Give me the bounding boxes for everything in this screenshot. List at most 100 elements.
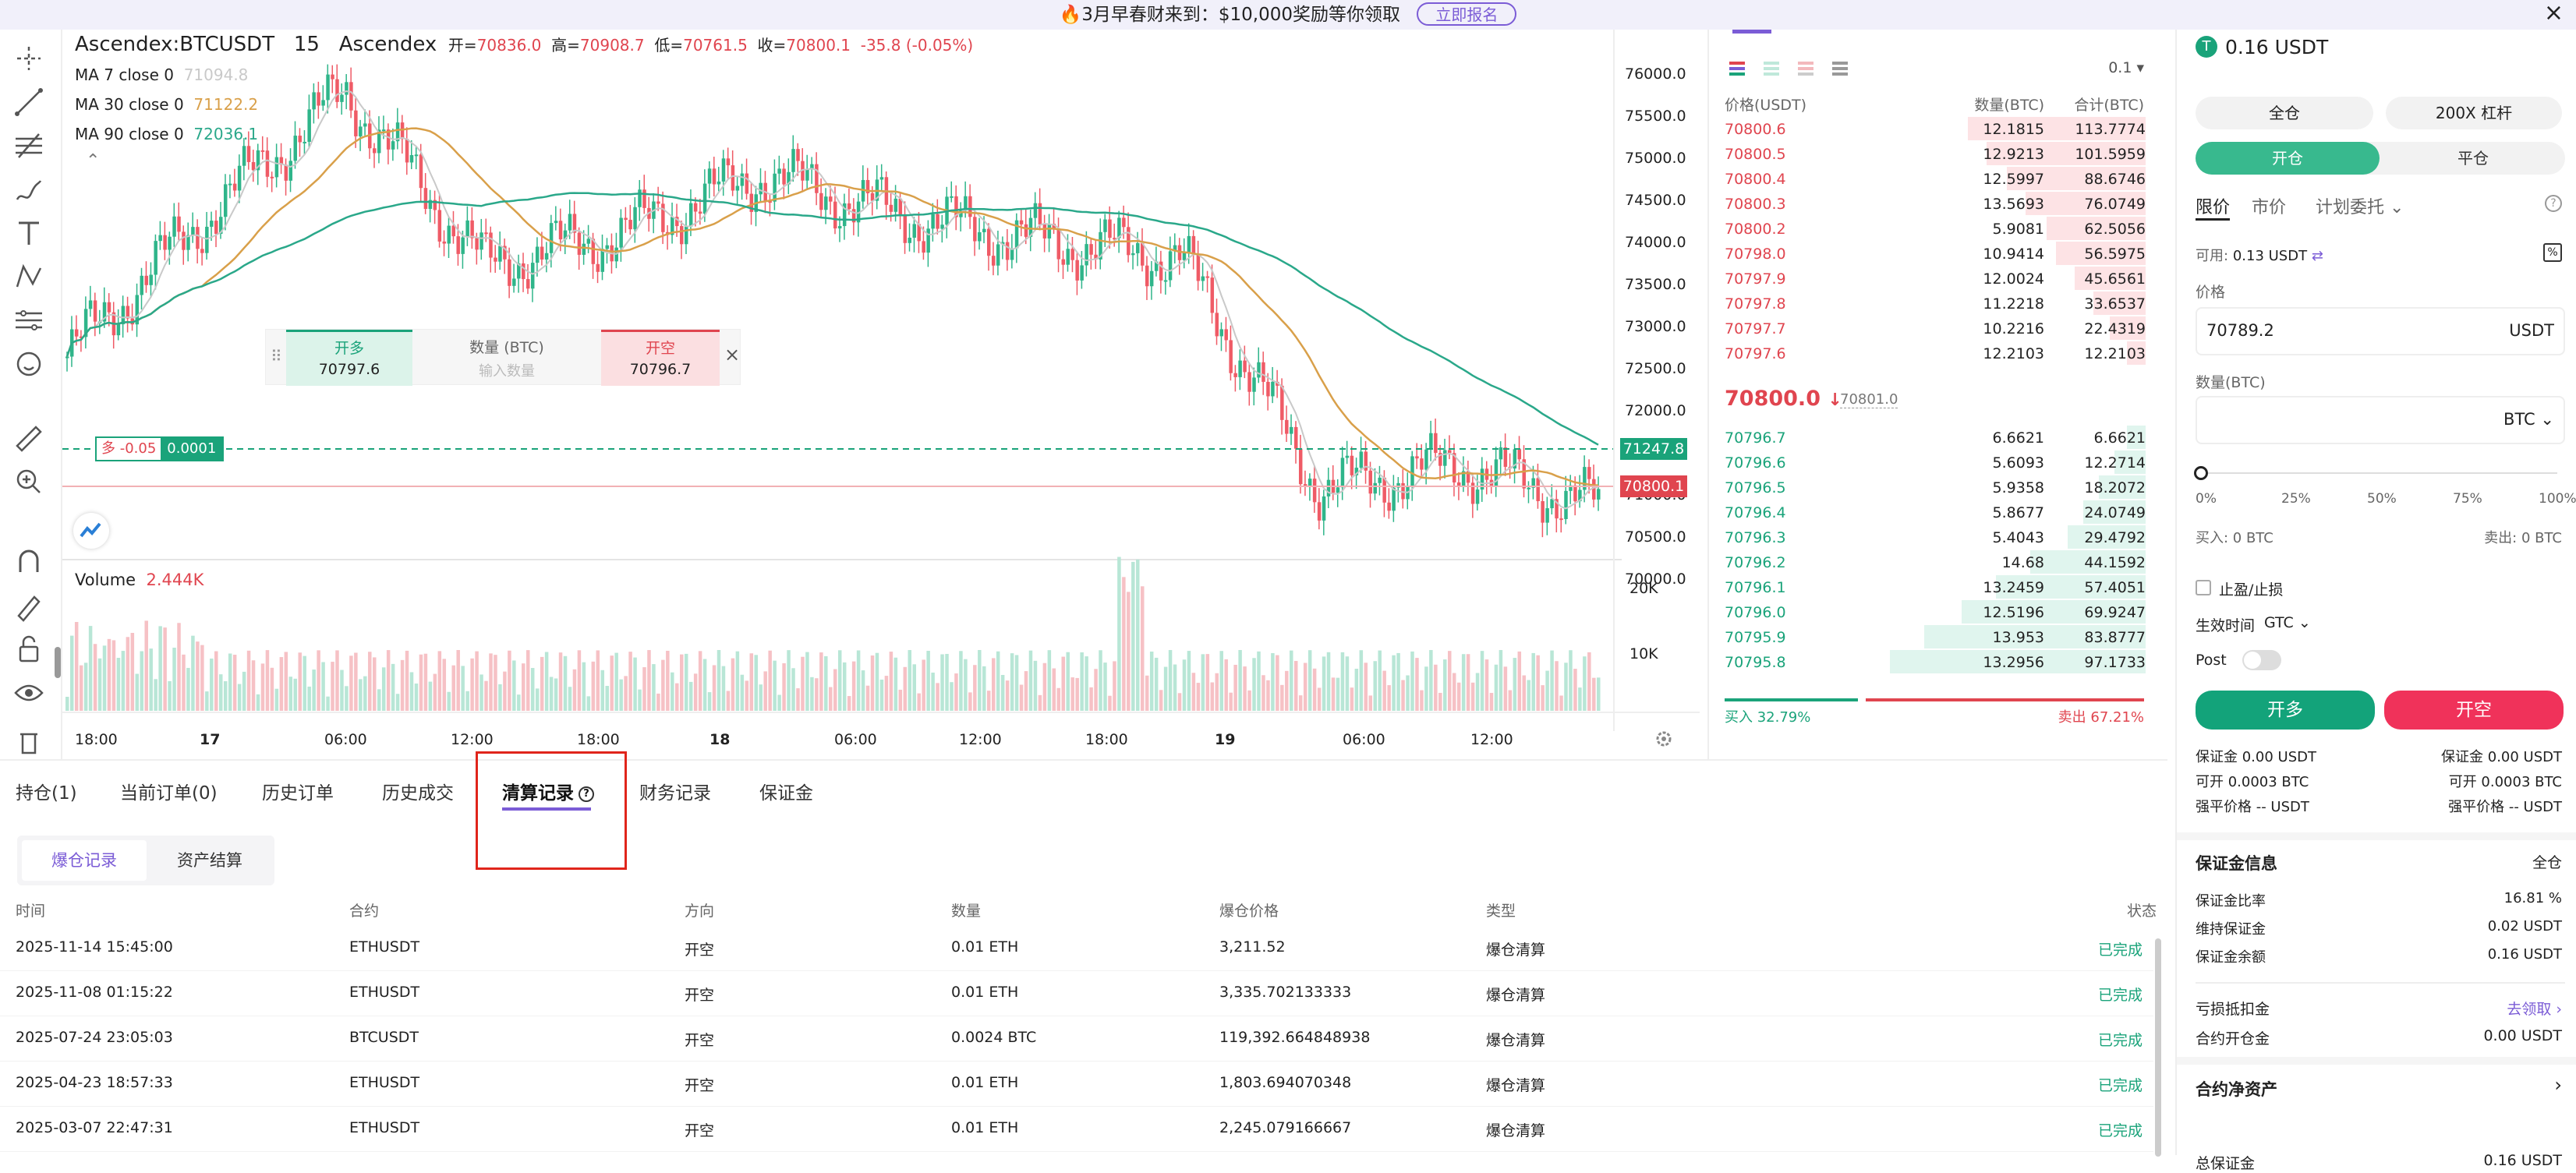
- emoji-icon[interactable]: [9, 346, 48, 382]
- slider-tick[interactable]: 0%: [2196, 491, 2217, 507]
- prediction-icon[interactable]: [9, 302, 48, 338]
- close-icon[interactable]: ×: [2543, 0, 2564, 26]
- slider-tick[interactable]: 100%: [2539, 491, 2576, 507]
- open-long-button[interactable]: 开多: [2196, 691, 2375, 730]
- open-position-tab[interactable]: 开仓: [2196, 142, 2380, 175]
- subtab-liquidation[interactable]: 爆仓记录: [22, 840, 147, 881]
- table-row[interactable]: 70796.7 6.6621 6.6621: [1709, 426, 2161, 450]
- transfer-icon[interactable]: ⇄: [2311, 248, 2323, 264]
- book-asks-icon[interactable]: [1796, 59, 1815, 78]
- table-row[interactable]: 70795.9 13.953 83.8777: [1709, 625, 2161, 650]
- table-row[interactable]: 70800.5 12.9213 101.5959: [1709, 142, 2161, 167]
- tab-5[interactable]: 财务记录: [639, 778, 711, 804]
- position-marker[interactable]: 多 -0.05 0.0001: [95, 436, 225, 461]
- quick-short-button[interactable]: 开空 70796.7: [601, 330, 720, 386]
- table-row[interactable]: 70800.2 5.9081 62.5056: [1709, 217, 2161, 242]
- order-type-limit[interactable]: 限价: [2196, 198, 2231, 217]
- post-toggle[interactable]: [2242, 650, 2281, 670]
- chart-canvas[interactable]: [62, 30, 1700, 759]
- qty-slider-track[interactable]: [2200, 472, 2557, 474]
- table-row[interactable]: 2025-04-23 18:57:33 ETHUSDT 开空 0.01 ETH 1,80…: [0, 1062, 2153, 1107]
- toolbar-scrollbar[interactable]: [55, 647, 61, 678]
- help-icon[interactable]: ?: [2545, 195, 2562, 212]
- table-row[interactable]: 70796.1 13.2459 57.4051: [1709, 575, 2161, 600]
- quick-qty-placeholder[interactable]: 输入数量: [479, 363, 535, 380]
- table-row[interactable]: 70796.6 5.6093 12.2714: [1709, 450, 2161, 475]
- tab-2[interactable]: 历史订单: [262, 778, 334, 804]
- ma7-legend[interactable]: MA 7 close 0 71094.8: [75, 65, 248, 84]
- precision-select[interactable]: 0.1 ▾: [2108, 59, 2144, 76]
- margin-mode-button[interactable]: 全仓: [2196, 97, 2373, 129]
- magnet-icon[interactable]: [9, 544, 48, 580]
- net-assets-title[interactable]: 合约净资产: [2196, 1080, 2277, 1099]
- slider-tick[interactable]: 25%: [2281, 491, 2311, 507]
- open-short-button[interactable]: 开空: [2384, 691, 2564, 730]
- tab-1[interactable]: 当前订单(0): [120, 778, 218, 804]
- price-chart[interactable]: Ascendex:BTCUSDT 15 Ascendex 开=70836.0 高…: [62, 30, 1700, 759]
- tpsl-checkbox[interactable]: [2196, 580, 2211, 595]
- subtab-settlement[interactable]: 资产结算: [177, 851, 242, 870]
- tab-0[interactable]: 持仓(1): [16, 778, 77, 804]
- tab-6[interactable]: 保证金: [759, 778, 813, 804]
- qty-slider-handle[interactable]: [2194, 466, 2208, 480]
- table-row[interactable]: 70796.2 14.68 44.1592: [1709, 550, 2161, 575]
- order-type-trigger[interactable]: 计划委托 ⌄: [2316, 193, 2404, 218]
- price-input[interactable]: 70789.2 USDT: [2196, 307, 2565, 355]
- table-row[interactable]: 70796.3 5.4043 29.4792: [1709, 525, 2161, 550]
- tradingview-logo-icon[interactable]: [73, 513, 109, 549]
- table-row[interactable]: 70800.3 13.5693 76.0749: [1709, 192, 2161, 217]
- zoom-in-icon[interactable]: [9, 463, 48, 499]
- gear-icon[interactable]: [1653, 728, 1675, 750]
- tif-select[interactable]: GTC ⌄: [2264, 614, 2311, 631]
- table-row[interactable]: 2025-07-24 23:05:03 BTCUSDT 开空 0.0024 BTC 11…: [0, 1016, 2153, 1062]
- table-row[interactable]: 70795.8 13.2956 97.1733: [1709, 650, 2161, 675]
- brush-icon[interactable]: [9, 171, 48, 207]
- tab-4[interactable]: 清算记录?: [502, 778, 594, 804]
- text-tool-icon[interactable]: [9, 215, 48, 251]
- table-row[interactable]: 70796.0 12.5196 69.9247: [1709, 600, 2161, 625]
- eye-icon[interactable]: [9, 675, 48, 711]
- table-row[interactable]: 70796.5 5.9358 18.2072: [1709, 475, 2161, 500]
- book-both-icon[interactable]: [1728, 59, 1746, 78]
- trash-icon[interactable]: [9, 723, 48, 759]
- book-bids-icon[interactable]: [1762, 59, 1781, 78]
- crosshair-icon[interactable]: [9, 41, 48, 76]
- table-row[interactable]: 70797.6 12.2103 12.2103: [1709, 341, 2161, 366]
- ruler-icon[interactable]: [9, 419, 48, 455]
- last-price[interactable]: 70800.0 ↓: [1725, 387, 1842, 411]
- lock-icon[interactable]: [9, 631, 48, 667]
- book-trades-icon[interactable]: [1831, 59, 1849, 78]
- close-position-tab[interactable]: 平仓: [2457, 149, 2489, 168]
- fib-icon[interactable]: [9, 128, 48, 164]
- ma90-legend[interactable]: MA 90 close 0 72036.1: [75, 125, 258, 143]
- register-button[interactable]: 立即报名: [1417, 2, 1517, 26]
- table-row[interactable]: 70800.6 12.1815 113.7774: [1709, 117, 2161, 142]
- slider-tick[interactable]: 50%: [2367, 491, 2397, 507]
- order-type-market[interactable]: 市价: [2252, 198, 2287, 217]
- table-row[interactable]: 2025-03-07 22:47:31 ETHUSDT 开空 0.01 ETH 2,24…: [0, 1107, 2153, 1152]
- claim-link[interactable]: 去领取 ›: [2507, 1001, 2562, 1018]
- table-row[interactable]: 70800.4 12.5997 88.6746: [1709, 167, 2161, 192]
- table-row[interactable]: 70797.8 11.2218 33.6537: [1709, 291, 2161, 316]
- table-row[interactable]: 70797.9 12.0024 45.6561: [1709, 267, 2161, 291]
- ma30-legend[interactable]: MA 30 close 0 71122.2: [75, 95, 258, 114]
- draw-lock-icon[interactable]: [9, 588, 48, 624]
- table-row[interactable]: 70796.4 5.8677 24.0749: [1709, 500, 2161, 525]
- qty-input[interactable]: BTC ⌄: [2196, 396, 2565, 444]
- collapse-legend-icon[interactable]: ⌃: [86, 151, 101, 171]
- close-icon[interactable]: ×: [724, 344, 741, 366]
- table-row[interactable]: 70798.0 10.9414 56.5975: [1709, 242, 2161, 267]
- pattern-icon[interactable]: [9, 259, 48, 295]
- table-row[interactable]: 2025-11-14 15:45:00 ETHUSDT 开空 0.01 ETH 3,21…: [0, 926, 2153, 971]
- calculator-icon[interactable]: %: [2543, 243, 2562, 262]
- table-row[interactable]: 2025-11-08 01:15:22 ETHUSDT 开空 0.01 ETH 3,33…: [0, 971, 2153, 1016]
- help-icon[interactable]: ?: [579, 786, 594, 802]
- quick-qty-field[interactable]: 数量 (BTC) 输入数量: [414, 330, 600, 386]
- trend-line-icon[interactable]: [9, 84, 48, 120]
- table-scrollbar[interactable]: [2155, 938, 2161, 1157]
- tab-3[interactable]: 历史成交: [382, 778, 454, 804]
- table-row[interactable]: 70797.7 10.2216 22.4319: [1709, 316, 2161, 341]
- leverage-button[interactable]: 200X 杠杆: [2386, 97, 2562, 129]
- quick-long-button[interactable]: 开多 70797.6: [286, 330, 412, 386]
- slider-tick[interactable]: 75%: [2453, 491, 2482, 507]
